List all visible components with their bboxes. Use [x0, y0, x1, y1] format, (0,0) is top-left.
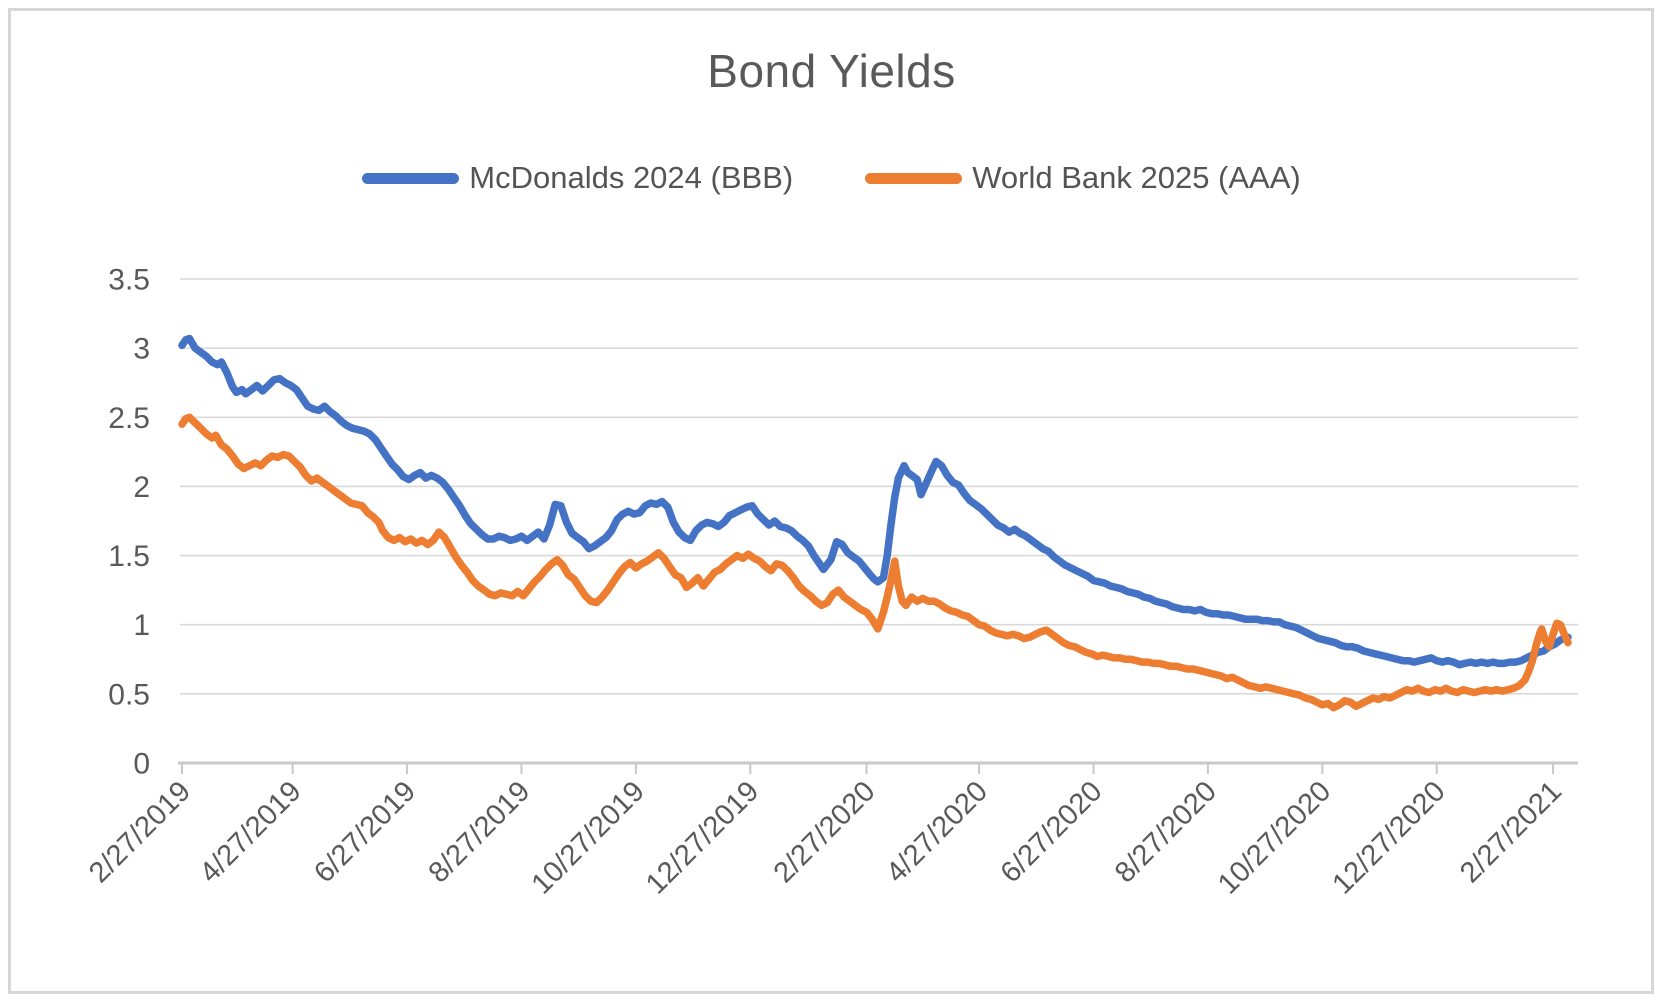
y-axis-tick-label: 2 [133, 471, 150, 504]
y-axis-tick-label: 0 [133, 748, 150, 781]
y-axis-tick-label: 0.5 [108, 678, 150, 711]
series-line-worldbank [178, 413, 1572, 712]
y-axis-tick-label: 2.5 [108, 402, 150, 435]
y-axis-tick-label: 3.5 [108, 264, 150, 297]
x-axis-tick-label: 10/27/2020 [1212, 775, 1337, 900]
legend-label-mcdonalds: McDonalds 2024 (BBB) [469, 160, 794, 195]
legend-item-mcdonalds: McDonalds 2024 (BBB) [362, 160, 793, 196]
legend-label-worldbank: World Bank 2025 (AAA) [972, 160, 1301, 195]
x-axis-tick-label: 2/27/2020 [768, 775, 882, 889]
x-axis-tick-label: 4/27/2019 [194, 775, 308, 889]
legend-item-worldbank: World Bank 2025 (AAA) [865, 160, 1301, 196]
x-axis-tick-label: 10/27/2019 [526, 775, 651, 900]
x-axis-tick-label: 2/27/2019 [83, 775, 197, 889]
legend-line-marker-worldbank [865, 172, 963, 184]
x-axis-tick-label: 4/27/2020 [880, 775, 994, 889]
series-line-mcdonalds [178, 334, 1572, 669]
x-axis-tick-label: 8/27/2019 [423, 775, 537, 889]
y-axis-tick-label: 1 [133, 609, 150, 642]
x-axis-tick-label: 6/27/2019 [308, 775, 422, 889]
x-axis-tick-label: 2/27/2021 [1454, 775, 1568, 889]
y-axis-tick-label: 3 [133, 333, 150, 366]
legend-line-marker-mcdonalds [362, 172, 460, 184]
x-axis-tick-label: 8/27/2020 [1109, 775, 1223, 889]
chart-title: Bond Yields [707, 45, 956, 97]
chart-legend: McDonalds 2024 (BBB) World Bank 2025 (AA… [0, 160, 1663, 196]
y-axis-tick-label: 1.5 [108, 540, 150, 573]
x-axis-tick-label: 6/27/2020 [995, 775, 1109, 889]
x-axis-tick-label: 12/27/2020 [1326, 775, 1451, 900]
x-axis-tick-label: 12/27/2019 [640, 775, 765, 900]
